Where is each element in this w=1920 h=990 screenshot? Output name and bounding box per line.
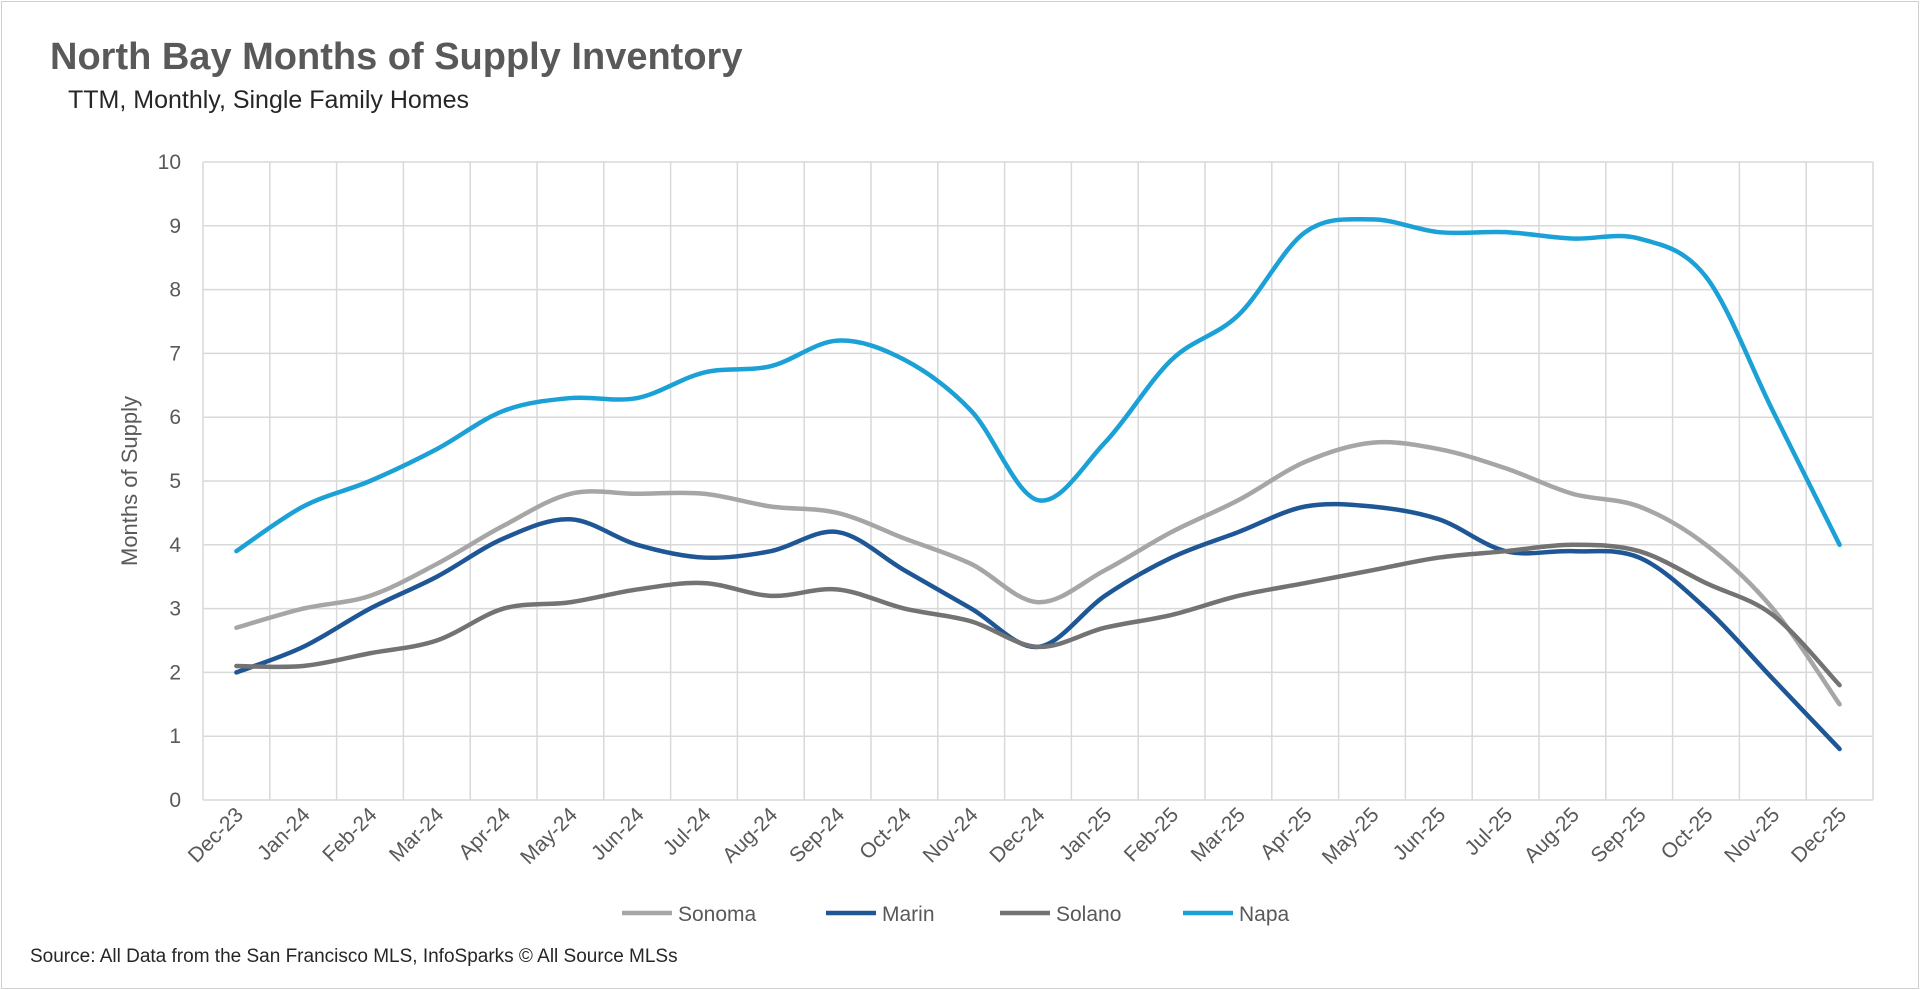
x-tick-label: Oct-25 <box>1657 803 1718 864</box>
series-line-napa <box>234 216 1842 554</box>
y-tick-label: 8 <box>169 279 181 302</box>
x-tick-label: Nov-25 <box>1720 803 1784 867</box>
x-tick-label: Jun-24 <box>587 803 649 865</box>
x-tick-label: Apr-25 <box>1256 803 1317 864</box>
x-tick-label: Mar-25 <box>1187 803 1250 866</box>
y-tick-label: 1 <box>169 725 181 748</box>
x-tick-label: Sep-25 <box>1587 803 1651 867</box>
x-tick-label: Apr-24 <box>454 803 515 864</box>
x-tick-label: May-25 <box>1318 803 1384 869</box>
y-tick-label: 2 <box>169 661 181 684</box>
legend-label-sonoma: Sonoma <box>678 903 757 926</box>
y-tick-label: 0 <box>169 789 181 812</box>
x-tick-label: Aug-25 <box>1520 803 1584 867</box>
x-tick-label: Aug-24 <box>718 803 782 867</box>
x-tick-label: Dec-24 <box>985 803 1049 867</box>
legend-label-solano: Solano <box>1056 903 1121 926</box>
legend-label-marin: Marin <box>882 903 935 926</box>
x-tick-label: Feb-25 <box>1120 803 1183 866</box>
y-tick-label: 3 <box>169 598 181 621</box>
legend-label-napa: Napa <box>1239 903 1290 926</box>
y-axis-label: Months of Supply <box>117 396 142 566</box>
y-tick-label: 5 <box>169 470 181 493</box>
x-tick-label: Dec-23 <box>184 803 248 867</box>
y-tick-label: 6 <box>169 406 181 429</box>
source-note: Source: All Data from the San Francisco … <box>30 946 678 967</box>
y-tick-label: 7 <box>169 342 181 365</box>
y-tick-label: 9 <box>169 215 181 238</box>
x-tick-label: Oct-24 <box>855 803 916 864</box>
x-tick-label: Sep-24 <box>785 803 849 867</box>
series-line-solano <box>234 542 1842 688</box>
x-tick-label: Mar-24 <box>385 803 449 867</box>
x-tick-label: Nov-24 <box>919 803 983 867</box>
chart-subtitle: TTM, Monthly, Single Family Homes <box>68 86 470 114</box>
series-line-sonoma <box>234 439 1842 707</box>
y-tick-label: 10 <box>158 151 181 174</box>
x-tick-label: Dec-25 <box>1787 803 1851 867</box>
x-tick-label: Jul-24 <box>659 803 716 860</box>
x-tick-label: Jun-25 <box>1389 803 1451 865</box>
y-tick-label: 4 <box>169 534 181 557</box>
x-tick-label: Feb-24 <box>318 803 382 867</box>
chart-title: North Bay Months of Supply Inventory <box>50 36 743 78</box>
x-tick-label: Jan-25 <box>1055 803 1117 865</box>
x-tick-label: Jan-24 <box>253 803 315 865</box>
x-tick-label: May-24 <box>516 803 582 869</box>
x-tick-label: Jul-25 <box>1460 803 1517 860</box>
